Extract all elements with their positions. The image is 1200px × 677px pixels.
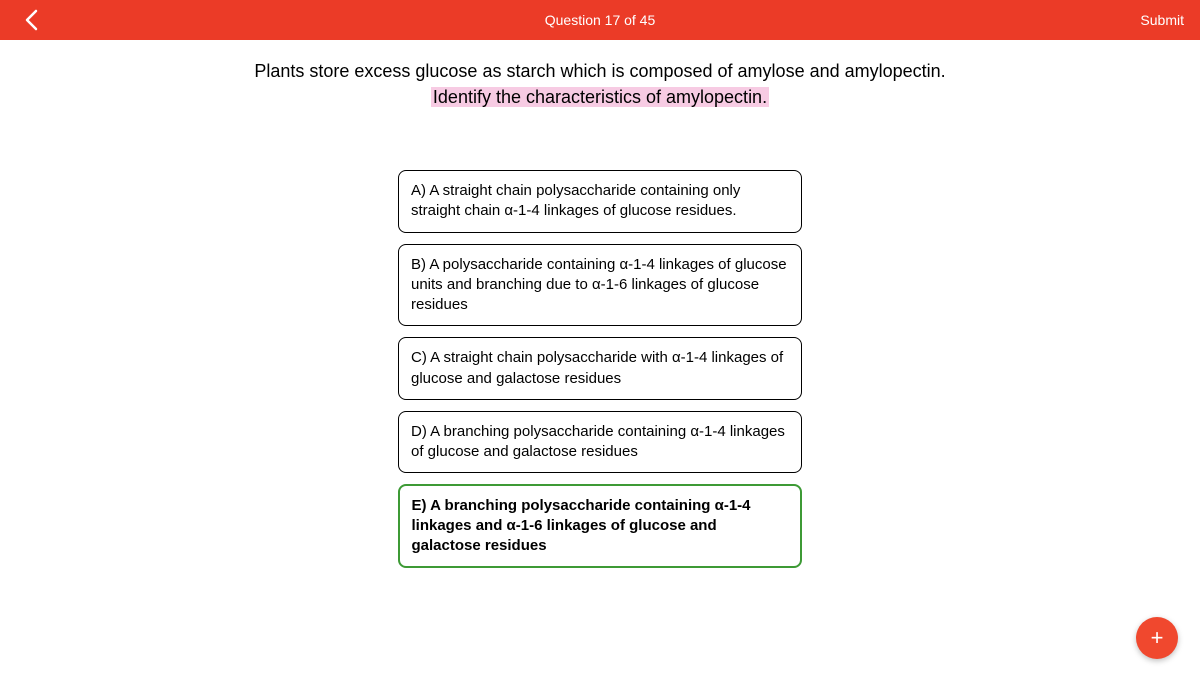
plus-icon: + [1151, 625, 1164, 651]
back-button[interactable] [16, 5, 46, 35]
header-bar: Question 17 of 45 Submit [0, 0, 1200, 40]
content-area: Plants store excess glucose as starch wh… [0, 40, 1200, 568]
submit-button[interactable]: Submit [1140, 12, 1184, 28]
add-fab-button[interactable]: + [1136, 617, 1178, 659]
question-text: Plants store excess glucose as starch wh… [240, 58, 960, 110]
question-prefix: Plants store excess glucose as starch wh… [254, 61, 945, 81]
options-list: A) A straight chain polysaccharide conta… [398, 170, 802, 568]
option-c[interactable]: C) A straight chain polysaccharide with … [398, 337, 802, 400]
option-b[interactable]: B) A polysaccharide containing α-1-4 lin… [398, 244, 802, 327]
option-d[interactable]: D) A branching polysaccharide containing… [398, 411, 802, 474]
option-e[interactable]: E) A branching polysaccharide containing… [398, 484, 802, 568]
option-a[interactable]: A) A straight chain polysaccharide conta… [398, 170, 802, 233]
question-highlight: Identify the characteristics of amylopec… [431, 87, 769, 107]
question-counter: Question 17 of 45 [545, 12, 656, 28]
chevron-left-icon [24, 9, 38, 31]
